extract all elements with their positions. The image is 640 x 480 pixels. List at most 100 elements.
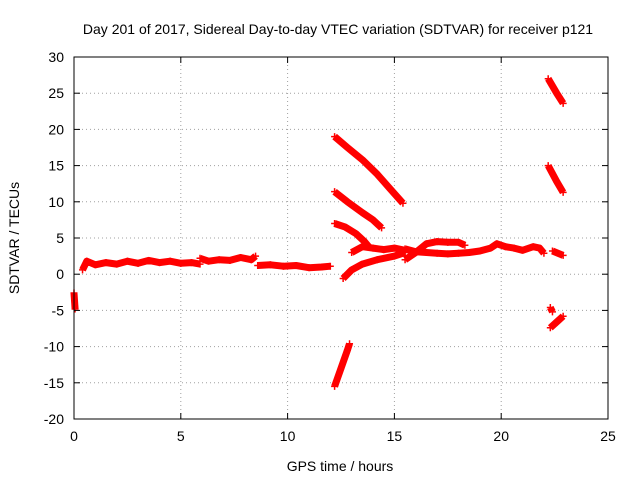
- data-point: [510, 244, 518, 252]
- data-point: [390, 252, 398, 260]
- data-point: [433, 249, 441, 257]
- data-point: [422, 248, 430, 256]
- data-point: [71, 305, 79, 313]
- y-tick-label: -5: [52, 302, 65, 318]
- data-point: [343, 346, 351, 354]
- data-point: [559, 251, 567, 259]
- series-band: [333, 220, 372, 249]
- data-point: [331, 220, 339, 228]
- data-point: [123, 257, 131, 265]
- x-tick-label: 0: [70, 428, 78, 444]
- data-point: [540, 249, 548, 257]
- data-point: [337, 364, 345, 372]
- data-point: [326, 262, 334, 270]
- data-point: [339, 275, 347, 283]
- y-axis-label: SDTVAR / TECUs: [6, 182, 22, 294]
- data-series: [544, 162, 567, 196]
- data-point: [145, 256, 153, 264]
- data-point: [279, 262, 287, 270]
- data-point: [346, 340, 354, 348]
- x-tick-label: 15: [387, 428, 403, 444]
- data-point: [422, 240, 430, 248]
- data-points: [70, 75, 567, 390]
- data-series: [544, 75, 567, 107]
- x-tick-label: 10: [280, 428, 296, 444]
- data-point: [352, 230, 360, 238]
- data-series: [546, 304, 556, 316]
- x-tick-label: 20: [493, 428, 509, 444]
- data-point: [343, 144, 351, 151]
- series-band: [332, 133, 406, 206]
- data-point: [553, 89, 561, 97]
- y-tick-label: -10: [44, 339, 64, 355]
- data-series: [70, 289, 79, 313]
- data-point: [519, 246, 527, 254]
- y-tick-label: -15: [44, 375, 64, 391]
- data-point: [373, 170, 381, 178]
- data-point: [544, 75, 552, 83]
- data-point: [196, 254, 204, 262]
- data-point: [444, 238, 452, 246]
- data-point: [331, 133, 339, 141]
- data-point: [79, 266, 87, 274]
- y-tick-label: -20: [44, 411, 64, 427]
- data-point: [487, 244, 495, 252]
- data-point: [292, 262, 300, 270]
- data-point: [305, 264, 313, 272]
- data-point: [390, 244, 398, 252]
- y-tick-label: 10: [48, 194, 64, 210]
- data-point: [476, 247, 484, 255]
- data-point: [247, 256, 255, 264]
- y-tick-label: 15: [48, 158, 64, 174]
- data-point: [348, 266, 356, 274]
- data-point: [237, 254, 245, 262]
- data-point: [91, 261, 99, 269]
- data-point: [318, 263, 326, 271]
- data-point: [369, 244, 377, 252]
- x-tick-label: 5: [177, 428, 185, 444]
- data-point: [205, 257, 213, 265]
- data-point: [358, 209, 366, 217]
- data-point: [559, 312, 567, 320]
- data-series: [548, 247, 567, 259]
- data-point: [166, 257, 174, 265]
- data-point: [134, 259, 142, 267]
- data-point: [226, 256, 234, 264]
- y-tick-label: 5: [56, 230, 64, 246]
- data-point: [378, 224, 386, 232]
- y-tick-label: 25: [48, 85, 64, 101]
- data-point: [331, 188, 339, 196]
- series-band: [331, 342, 353, 388]
- data-point: [454, 249, 462, 257]
- data-series: [196, 252, 260, 265]
- data-point: [341, 223, 349, 231]
- data-point: [444, 250, 452, 258]
- data-series: [331, 340, 354, 390]
- series-band: [404, 240, 547, 258]
- data-series: [331, 133, 407, 207]
- data-point: [380, 246, 388, 254]
- data-series: [339, 248, 409, 283]
- data-point: [412, 248, 420, 256]
- data-point: [544, 162, 552, 170]
- data-point: [553, 318, 561, 326]
- data-point: [493, 240, 501, 248]
- data-series: [331, 188, 386, 232]
- data-point: [358, 243, 366, 251]
- data-point: [546, 304, 554, 312]
- series-band: [545, 76, 567, 106]
- data-point: [465, 248, 473, 256]
- data-point: [559, 188, 567, 196]
- data-series: [546, 312, 567, 332]
- series-band: [545, 163, 567, 195]
- data-point: [215, 256, 223, 264]
- data-point: [559, 99, 567, 107]
- data-point: [187, 259, 195, 267]
- data-point: [177, 259, 185, 267]
- data-point: [254, 262, 262, 270]
- grid-lines: [74, 57, 608, 419]
- data-series: [79, 256, 204, 274]
- data-point: [401, 256, 409, 264]
- data-point: [548, 308, 556, 316]
- data-point: [546, 324, 554, 332]
